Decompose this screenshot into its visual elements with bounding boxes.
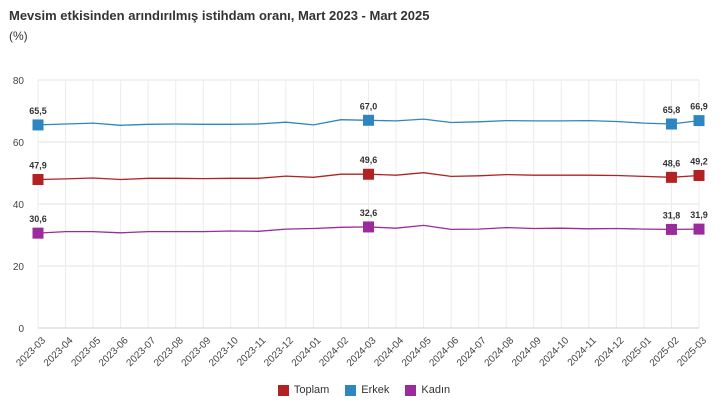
legend-label-kadin: Kadın [421, 384, 451, 396]
y-tick-label: 0 [18, 324, 24, 335]
legend-item-toplam[interactable]: Toplam [277, 384, 330, 396]
chart-title: Mevsim etkisinden arındırılmış istihdam … [9, 8, 430, 23]
x-tick-label: 2025-03 [675, 335, 709, 369]
y-tick-label: 60 [13, 138, 25, 149]
x-tick-label: 2023-10 [207, 335, 241, 369]
legend-swatch-kadin [405, 384, 417, 396]
data-label: 66,9 [690, 102, 708, 112]
data-label: 49,6 [360, 155, 378, 165]
data-point-marker [363, 221, 374, 233]
data-label: 31,8 [663, 210, 681, 220]
y-tick-label: 20 [13, 262, 25, 273]
data-point-marker [693, 169, 705, 181]
data-label: 65,8 [663, 105, 681, 115]
y-tick-label: 40 [13, 200, 25, 211]
legend-label-toplam: Toplam [293, 384, 330, 396]
data-label: 47,9 [29, 161, 47, 171]
chart-legend: Toplam Erkek Kadın [0, 384, 728, 396]
y-tick-label: 80 [13, 76, 25, 87]
data-point-marker [32, 119, 44, 131]
line-chart: 0204060802023-032023-042023-052023-06202… [13, 76, 710, 369]
data-point-marker [693, 223, 705, 235]
data-label: 67,0 [360, 101, 378, 111]
data-label: 49,2 [690, 156, 708, 166]
data-label: 30,6 [29, 214, 47, 224]
x-tick-label: 2024-10 [538, 335, 572, 369]
legend-label-erkek: Erkek [361, 384, 390, 396]
legend-item-kadin[interactable]: Kadın [405, 384, 450, 396]
legend-item-erkek[interactable]: Erkek [345, 384, 389, 396]
data-point-marker [665, 223, 677, 235]
data-point-marker [363, 168, 374, 180]
data-label: 32,6 [360, 208, 378, 218]
data-label: 48,6 [663, 158, 681, 168]
data-point-marker [363, 114, 374, 126]
data-point-marker [32, 174, 44, 186]
data-point-marker [32, 227, 44, 239]
legend-swatch-erkek [345, 384, 357, 396]
data-point-marker [665, 171, 677, 183]
data-point-marker [665, 118, 677, 130]
legend-swatch-toplam [277, 384, 289, 396]
data-point-marker [693, 115, 705, 127]
data-label: 65,5 [29, 106, 47, 116]
data-label: 31,9 [690, 210, 708, 220]
chart-subtitle: (%) [9, 29, 28, 43]
